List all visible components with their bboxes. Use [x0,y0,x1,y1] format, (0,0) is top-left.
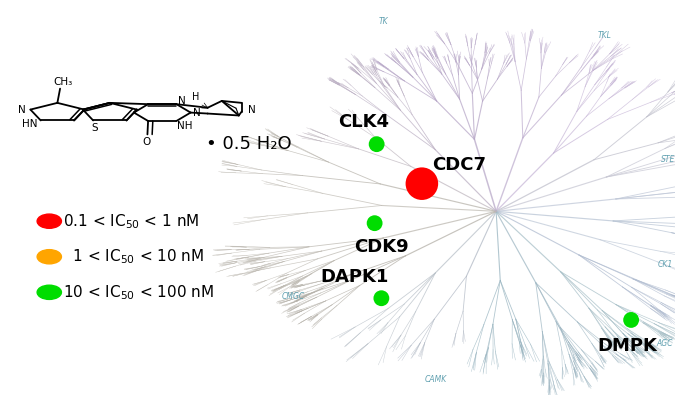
Text: N: N [178,96,186,106]
Text: S: S [91,122,98,133]
Text: N: N [194,107,201,118]
Text: O: O [142,137,151,147]
Text: 0.1 < IC$_{50}$ < 1 nM: 0.1 < IC$_{50}$ < 1 nM [63,212,199,231]
Text: DMPK: DMPK [598,337,657,355]
Text: CMGC: CMGC [282,292,305,301]
Point [416,181,427,187]
Text: 10 < IC$_{50}$ < 100 nM: 10 < IC$_{50}$ < 100 nM [63,283,214,302]
Text: CLK4: CLK4 [338,113,389,132]
Point [376,295,387,301]
Text: CAMK: CAMK [425,375,446,384]
Circle shape [37,214,61,228]
Text: TK: TK [379,17,388,26]
Text: H: H [192,92,199,102]
Text: STE: STE [661,156,675,164]
Text: CDK9: CDK9 [354,238,408,256]
Circle shape [37,285,61,299]
Text: CDC7: CDC7 [432,156,486,174]
Text: • 0.5 H₂O: • 0.5 H₂O [206,135,292,153]
Text: CH₃: CH₃ [53,77,72,87]
Text: 1 < IC$_{50}$ < 10 nM: 1 < IC$_{50}$ < 10 nM [63,247,204,266]
Text: TKL: TKL [597,31,611,40]
Text: N: N [18,105,26,115]
Point [626,317,637,323]
Text: HN: HN [22,118,38,129]
Text: N: N [248,105,256,115]
Text: CK1: CK1 [657,260,672,269]
Text: NH: NH [177,121,192,131]
Point [371,141,382,147]
Circle shape [37,250,61,264]
Point [369,220,380,226]
Text: AGC: AGC [657,339,673,348]
Text: DAPK1: DAPK1 [320,267,389,286]
